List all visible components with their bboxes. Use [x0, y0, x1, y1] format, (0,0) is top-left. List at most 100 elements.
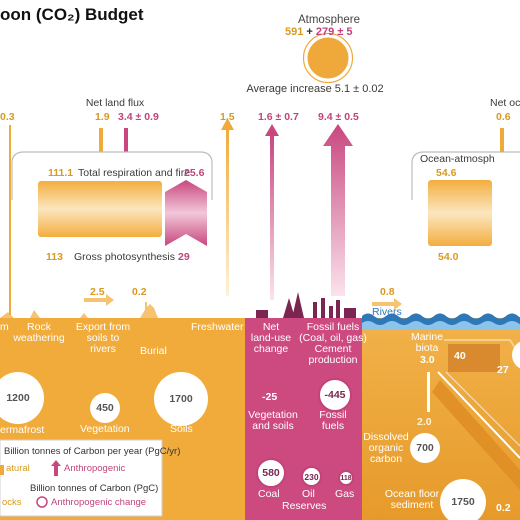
- net-land-flux-natural-arrow: [99, 128, 103, 152]
- soils-pool: 1700: [154, 372, 208, 426]
- photosynthesis-natural-value: 113: [46, 251, 63, 263]
- veg-soil-change-label: Vegetation and soils: [248, 409, 298, 433]
- ocean-atmosphere-band: [428, 180, 492, 246]
- net-land-flux-label: Net land flux: [85, 97, 145, 109]
- ocean-surface-light: [362, 321, 520, 330]
- freshwater-outgas-arrow: [226, 128, 229, 296]
- net-land-flux-natural: 1.9: [95, 111, 110, 123]
- photosynthesis-anthro-value: 29: [178, 251, 190, 263]
- anthro-flux-band: [165, 180, 207, 246]
- fossil-flux-value: 9.4 ± 0.5: [318, 111, 359, 123]
- rock-weathering-label: Rock weathering: [13, 321, 65, 345]
- marine-flux-a: 40: [454, 350, 466, 362]
- marine-flux-band: [448, 344, 500, 372]
- legend-anthro-change-circle: [36, 496, 48, 508]
- vegetation-label: Vegetation: [80, 423, 130, 435]
- sediment-flux-value: 0.2: [496, 502, 511, 514]
- burial-label: Burial: [140, 345, 167, 357]
- land-use-flux-value: 1.6 ± 0.7: [258, 111, 299, 123]
- net-land-flux-anthro-arrow: [124, 128, 128, 152]
- legend-stocks-label: ocks: [2, 497, 22, 508]
- ocean-atmosphere-up: 54.6: [436, 167, 457, 179]
- atmosphere-stock-natural: 591: [285, 26, 304, 38]
- oil-pool: 230: [301, 466, 322, 487]
- net-land-flux-anthro: 3.4 ± 0.9: [118, 111, 159, 123]
- trees-icon: [256, 292, 304, 318]
- deep-ocean-flow: [432, 380, 520, 490]
- land-atmosphere-bracket: [11, 151, 213, 200]
- permafrost-pool: 1200: [0, 372, 44, 424]
- doc-pool: 700: [410, 433, 440, 463]
- reserves-label: Reserves: [282, 500, 327, 512]
- oil-label: Oil: [302, 488, 315, 500]
- legend-natural-label: atural: [6, 463, 30, 474]
- doc-flux-value: 2.0: [417, 416, 432, 428]
- rivers-arrow: [372, 298, 402, 310]
- veg-soil-change-value: -25: [262, 391, 278, 403]
- doc-label: Dissolved organic carbon: [363, 431, 409, 466]
- photosynthesis-label: Gross photosynthesis: [74, 251, 175, 263]
- ocean-atmosphere-down: 54.0: [438, 251, 459, 263]
- net-ocean-flux-value: 0.6: [496, 111, 511, 123]
- vegetation-pool: 450: [90, 393, 120, 423]
- fossil-fuels-label: Fossil fuels (Coal, oil, gas) Cement pro…: [299, 321, 367, 367]
- atmosphere-stock: 591 + 279 ± 5: [285, 26, 353, 39]
- legend-stock-title: Billion tonnes of Carbon (PgC): [30, 483, 159, 494]
- export-arrow: [84, 294, 114, 306]
- factory-icon: [313, 298, 356, 318]
- respiration-label: Total respiration and fire: [78, 167, 191, 179]
- fossil-fuel-arrow: [323, 124, 353, 296]
- average-increase: Average increase 5.1 ± 0.02: [246, 83, 384, 95]
- atmosphere-stock-anthro: 279 ± 5: [315, 26, 353, 38]
- freshwater-label: Freshwater: [191, 321, 244, 333]
- rivers-value: 0.8: [380, 286, 395, 298]
- gas-pool: 118: [338, 470, 354, 486]
- plus-sign: +: [306, 26, 313, 38]
- land-use-change-label: Net land-use change: [250, 321, 292, 356]
- export-value: 2.5: [90, 286, 105, 298]
- freshwater-outgas-value: 1.5: [220, 111, 235, 123]
- page-title: oon (CO₂) Budget: [0, 5, 144, 24]
- ocean-atmosphere-label: Ocean-atmosph: [420, 153, 495, 165]
- edge-flux-arrow: [9, 125, 11, 315]
- gas-label: Gas: [335, 488, 355, 500]
- label-m: m: [0, 321, 9, 333]
- land-surface-silhouette: [0, 304, 245, 318]
- respiration-anthro-value: 25.6: [184, 167, 205, 179]
- ocean-atmosphere-bracket: [411, 151, 520, 200]
- fossil-change-label: Fossil fuels: [319, 409, 347, 433]
- atmosphere-pool: [304, 34, 352, 82]
- marine-biota-pool-partial: [512, 340, 520, 370]
- sediment-label: Ocean floor sediment: [384, 488, 440, 512]
- fossil-change-pool: -445: [318, 378, 352, 412]
- sediment-pool: 1750: [440, 479, 486, 520]
- soils-label: Soils: [170, 423, 193, 435]
- atmosphere-label: Atmosphere: [297, 14, 361, 26]
- legend-anthro-change-label: Anthropogenic change: [51, 497, 147, 508]
- rivers-label: Rivers: [372, 306, 402, 318]
- net-ocean-flux-arrow: [500, 128, 504, 152]
- ocean-surface-wave: [362, 313, 520, 326]
- doc-flux-arrow: [427, 372, 430, 412]
- gross-flux-band: [38, 181, 162, 237]
- legend-box: [0, 439, 163, 517]
- burial-value: 0.2: [132, 286, 147, 298]
- marine-biota-value: 3.0: [420, 354, 435, 366]
- respiration-natural-value: 111.1: [48, 167, 74, 179]
- coal-label: Coal: [258, 488, 280, 500]
- net-ocean-flux-label: Net oc: [490, 97, 520, 109]
- burial-arrow: [145, 302, 147, 314]
- permafrost-label: ermafrost: [0, 424, 45, 436]
- legend-natural-swatch: [0, 465, 4, 475]
- legend-anthro-label: Anthropogenic: [64, 463, 126, 474]
- land-use-arrow: [270, 134, 274, 300]
- marine-flux-b: 27: [497, 364, 509, 376]
- edge-flux-value: 0.3: [0, 111, 15, 123]
- marine-biota-label: Marine biota: [410, 331, 444, 355]
- coal-pool: 580: [256, 458, 286, 488]
- legend-anthro-arrow: [51, 460, 61, 476]
- export-label: Export from soils to rivers: [75, 321, 131, 356]
- legend-flux-title: Billion tonnes of Carbon per year (PgC/y…: [4, 446, 181, 457]
